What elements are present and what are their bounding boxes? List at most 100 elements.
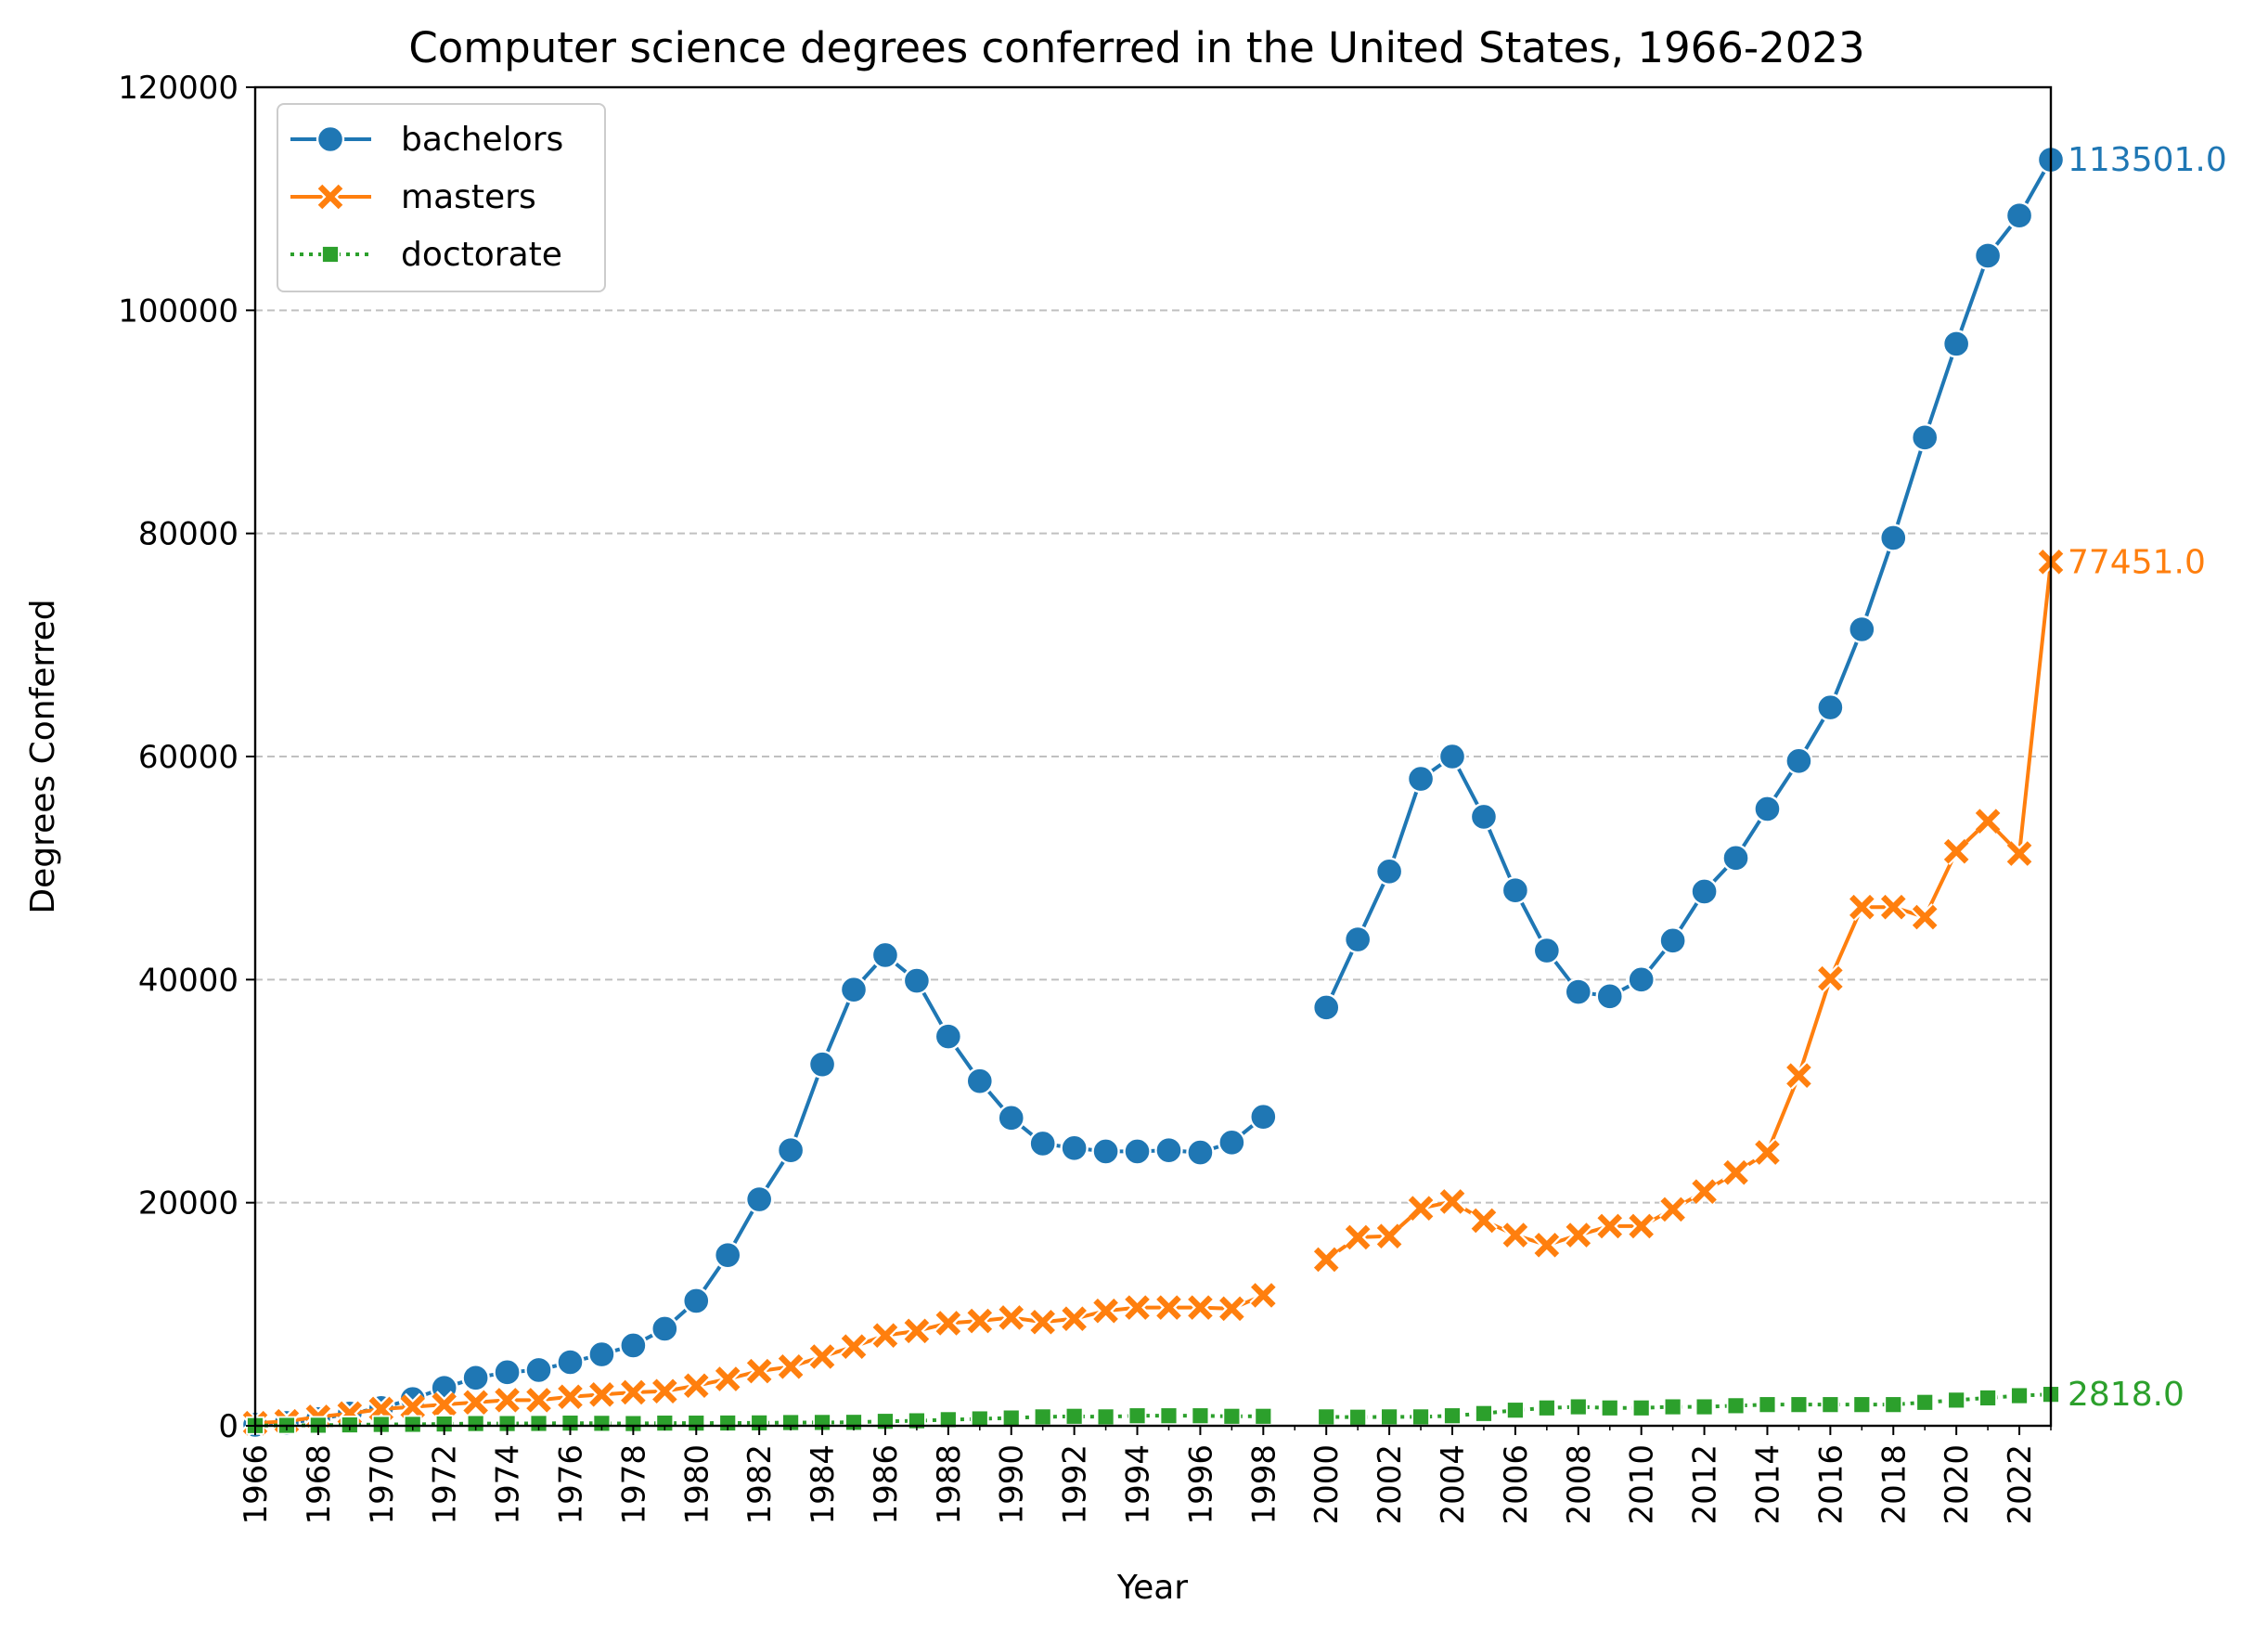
- data-point: [1695, 1397, 1714, 1417]
- data-point: [1816, 692, 1845, 722]
- y-tick-label: 120000: [118, 70, 238, 107]
- x-tick-label: 1998: [1245, 1444, 1282, 1525]
- data-point: [1317, 1407, 1336, 1427]
- data-point: [1475, 1404, 1493, 1423]
- legend-item-masters: masters: [290, 178, 536, 216]
- x-tick-label: 2002: [1372, 1444, 1409, 1525]
- data-point: [1631, 1398, 1651, 1417]
- data-point: [934, 1309, 962, 1338]
- data-point: [403, 1415, 422, 1434]
- data-point: [1848, 614, 1876, 644]
- x-axis-ticks: 1966 1968 1970 1972 1974 1976 1978 1980 1982 1984…: [238, 1426, 2052, 1525]
- legend-item-doctorate: doctorate: [290, 236, 562, 274]
- data-point: [903, 1316, 931, 1345]
- x-tick-label: 2014: [1749, 1444, 1786, 1525]
- data-point: [1595, 982, 1624, 1011]
- y-tick-label: 40000: [138, 962, 238, 999]
- data-point: [1407, 1194, 1435, 1222]
- x-tick-label: 1984: [805, 1444, 842, 1525]
- data-point: [1091, 1297, 1120, 1326]
- data-point: [1848, 893, 1876, 922]
- data-point: [1249, 1102, 1278, 1132]
- data-point: [1942, 837, 1971, 866]
- data-point: [1159, 1406, 1179, 1426]
- data-point: [1154, 1135, 1183, 1165]
- series-group: [240, 145, 2066, 1440]
- data-point: [1941, 330, 1971, 358]
- data-point: [776, 1135, 805, 1165]
- data-point: [1564, 977, 1592, 1006]
- data-point: [1658, 926, 1687, 955]
- data-point: [714, 1365, 742, 1393]
- data-point: [1060, 1133, 1089, 1162]
- data-point: [1974, 807, 2002, 835]
- data-point: [1123, 1293, 1152, 1322]
- data-point: [1911, 423, 1939, 452]
- data-point: [718, 1414, 738, 1432]
- x-tick-label: 1976: [552, 1444, 589, 1525]
- x-tick-label: 2022: [2002, 1444, 2039, 1525]
- x-tick-label: 2004: [1435, 1444, 1472, 1525]
- x-tick-label: 1970: [364, 1444, 401, 1525]
- y-tick-label: 20000: [138, 1185, 238, 1222]
- data-point: [1915, 1392, 1935, 1412]
- data-point: [461, 1388, 490, 1417]
- x-tick-label: 1990: [994, 1444, 1031, 1525]
- legend: bachelors masters doctorate: [277, 103, 606, 292]
- x-tick-label: 2010: [1624, 1444, 1661, 1525]
- data-point: [1753, 1138, 1782, 1167]
- data-point: [808, 1342, 836, 1371]
- data-point: [1406, 764, 1436, 794]
- x-tick-label: 2018: [1875, 1444, 1913, 1525]
- data-point: [1663, 1397, 1682, 1417]
- data-point: [1028, 1308, 1057, 1337]
- data-point: [1753, 795, 1782, 823]
- data-point: [1816, 964, 1845, 993]
- data-point: [466, 1414, 485, 1433]
- data-point: [2005, 839, 2033, 868]
- end-value-labels: 113501.0 77451.0 2818.0: [2068, 141, 2227, 1414]
- data-point: [1312, 993, 1341, 1022]
- data-point: [1001, 1408, 1021, 1428]
- data-point: [651, 1314, 679, 1343]
- data-point: [714, 1240, 742, 1270]
- data-point: [556, 1348, 585, 1377]
- x-tick-label: 1966: [238, 1444, 275, 1525]
- data-point: [1033, 1407, 1052, 1427]
- data-point: [2004, 201, 2034, 230]
- legend-box: [277, 103, 606, 292]
- data-point: [651, 1377, 679, 1405]
- data-point: [1568, 1397, 1588, 1417]
- data-point: [1537, 1398, 1556, 1417]
- data-point: [1821, 1395, 1840, 1415]
- data-point: [1374, 857, 1404, 886]
- data-point: [1469, 802, 1499, 832]
- data-point: [902, 966, 932, 995]
- data-point: [1947, 1391, 1966, 1410]
- data-point: [682, 1371, 711, 1400]
- data-point: [1218, 1128, 1246, 1157]
- x-tick-label: 2020: [1939, 1444, 1976, 1525]
- data-point: [1375, 1222, 1403, 1250]
- data-point: [1218, 1294, 1246, 1323]
- data-point: [1501, 876, 1530, 905]
- data-point: [1658, 1195, 1687, 1223]
- data-point: [1064, 1406, 1084, 1426]
- data-point: [1186, 1293, 1215, 1322]
- gridlines: [255, 309, 2051, 1204]
- data-point: [1411, 1407, 1430, 1427]
- x-tick-label: 1974: [490, 1444, 527, 1525]
- data-point: [1091, 1137, 1120, 1166]
- data-point: [1249, 1281, 1278, 1310]
- data-point: [1978, 1389, 1998, 1407]
- data-point: [556, 1382, 585, 1411]
- data-point: [1254, 1406, 1273, 1426]
- data-point: [655, 1414, 675, 1433]
- x-tick-label: 2016: [1812, 1444, 1849, 1525]
- data-point: [1564, 1221, 1592, 1249]
- x-tick-label: 1978: [615, 1444, 652, 1525]
- data-point: [1380, 1407, 1399, 1427]
- data-point: [682, 1287, 711, 1315]
- x-tick-label: 2006: [1498, 1444, 1535, 1525]
